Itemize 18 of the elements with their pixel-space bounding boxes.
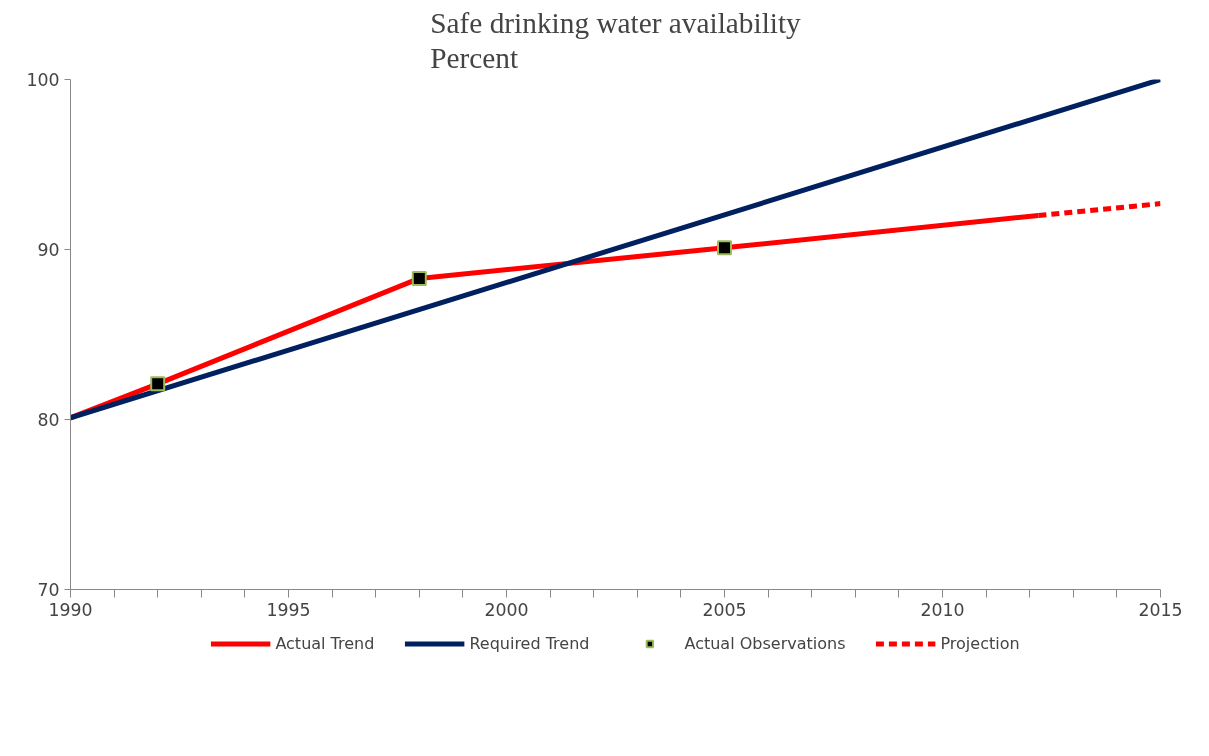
y-tick-label: 70 <box>37 580 60 600</box>
point <box>717 240 732 256</box>
x-tick-label: 2005 <box>702 599 747 620</box>
point <box>411 270 427 286</box>
legend-label: Required Trend <box>469 633 590 653</box>
x-tick-label: 2010 <box>920 599 965 620</box>
chart-title: Safe drinking water availability Percent <box>430 7 802 75</box>
legend-label: Projection <box>940 633 1020 653</box>
legend-label: Actual Observations <box>684 633 846 653</box>
x-tick-label: 1990 <box>48 599 93 620</box>
y-tick-label: 90 <box>37 240 60 260</box>
point <box>150 376 166 392</box>
legend-label: Actual Trend <box>275 633 375 653</box>
x-tick-label: 1995 <box>266 599 311 620</box>
x-tick-label: 2000 <box>484 599 529 620</box>
x-tick-label: 2015 <box>1138 599 1183 620</box>
y-tick-label: 100 <box>26 70 60 90</box>
y-tick-label: 80 <box>37 410 60 430</box>
